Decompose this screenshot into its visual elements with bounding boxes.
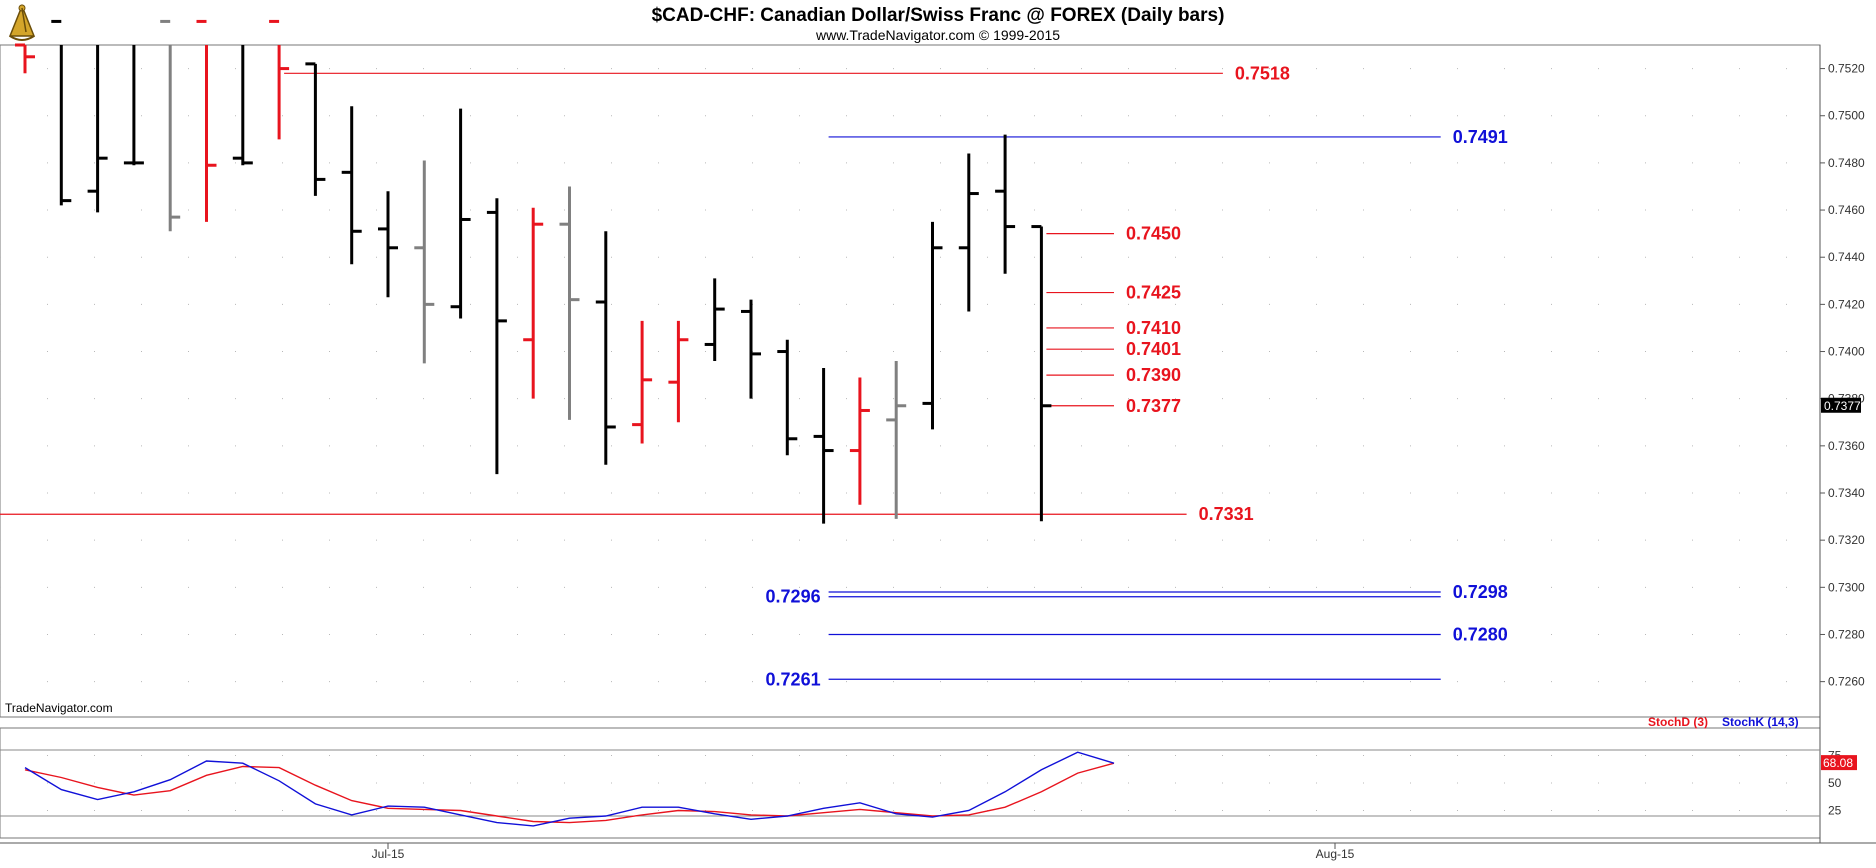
price-tick-label: 0.7360: [1828, 439, 1865, 453]
ohlc-bars: [15, 19, 1052, 524]
sextant-logo-icon: [8, 3, 36, 41]
price-tick-label: 0.7340: [1828, 486, 1865, 500]
time-tick-label: Aug-15: [1316, 847, 1355, 861]
stoch-last-marker: 68.08: [1821, 755, 1857, 771]
stoch-grid: [0, 749, 1820, 817]
price-tick-label: 0.7300: [1828, 580, 1865, 594]
stoch-panel-frame: [0, 727, 1821, 839]
chart-title: $CAD-CHF: Canadian Dollar/Swiss Franc @ …: [652, 5, 1225, 26]
chart-subtitle: www.TradeNavigator.com © 1999-2015: [815, 27, 1060, 43]
level-label: 0.7425: [1126, 283, 1181, 303]
stoch-last-label: 68.08: [1823, 756, 1853, 770]
level-label: 0.7261: [766, 669, 821, 689]
watermark-label: TradeNavigator.com: [5, 701, 113, 715]
price-tick-label: 0.7460: [1828, 203, 1865, 217]
level-label: 0.7401: [1126, 339, 1181, 359]
level-label: 0.7377: [1126, 396, 1181, 416]
level-label: 0.7298: [1453, 582, 1508, 602]
level-label: 0.7390: [1126, 365, 1181, 385]
price-tick-label: 0.7400: [1828, 345, 1865, 359]
level-label: 0.7450: [1126, 224, 1181, 244]
stoch-tick-label: 25: [1828, 804, 1842, 818]
level-label: 0.7518: [1235, 63, 1290, 83]
level-label: 0.7296: [766, 587, 821, 607]
stoch-last-box: [1821, 755, 1857, 771]
last-price-label: 0.7377: [1824, 399, 1861, 413]
time-axis-labels: Jul-15 Aug-15: [372, 843, 1355, 861]
price-tick-label: 0.7260: [1828, 675, 1865, 689]
level-label: 0.7331: [1199, 504, 1254, 524]
stoch-series-line: [24, 751, 1115, 827]
stoch-series-line: [24, 762, 1115, 824]
price-tick-label: 0.7520: [1828, 62, 1865, 76]
legend-stochd: StochD (3): [1648, 715, 1708, 729]
time-tick-label: Jul-15: [372, 847, 405, 861]
stoch-lines: [24, 751, 1115, 827]
price-tick-label: 0.7480: [1828, 156, 1865, 170]
level-label: 0.7410: [1126, 318, 1181, 338]
price-tick-label: 0.7500: [1828, 109, 1865, 123]
price-tick-label: 0.7440: [1828, 250, 1865, 264]
stoch-tick-label: 50: [1828, 776, 1842, 790]
price-panel-frame: [0, 44, 1821, 718]
price-axis-ticks: 0.7520 0.7500 0.7480 0.7460 0.7440 0.7420 0.74…: [1820, 62, 1865, 689]
level-label: 0.7491: [1453, 127, 1508, 147]
price-tick-label: 0.7420: [1828, 297, 1865, 311]
last-price-box: [1821, 397, 1861, 413]
level-label: 0.7280: [1453, 624, 1508, 644]
price-tick-label: 0.7280: [1828, 627, 1865, 641]
last-price-marker: 0.7377: [1821, 397, 1861, 413]
legend-stochk: StochK (14,3): [1722, 715, 1799, 729]
price-tick-label: 0.7320: [1828, 533, 1865, 547]
